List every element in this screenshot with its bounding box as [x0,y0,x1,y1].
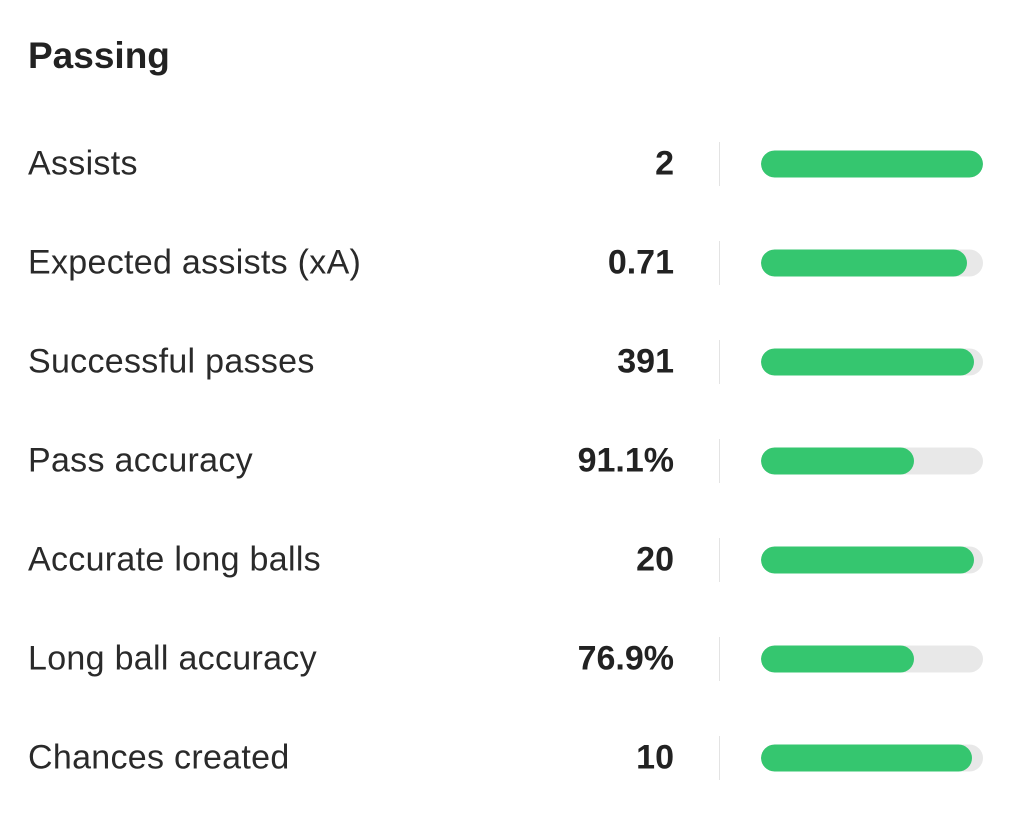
stat-label: Expected assists (xA) [28,243,362,281]
divider [719,735,720,780]
stat-bar-track [761,546,983,573]
divider [719,141,720,186]
stat-value: 10 [636,738,674,776]
stat-bar-fill [761,249,968,276]
divider [719,339,720,384]
stat-bar-track [761,150,983,177]
stat-label: Successful passes [28,342,315,380]
stat-row-assists[interactable]: Assists 2 [0,114,1024,213]
divider [719,438,720,483]
stat-row-long-ball-accuracy[interactable]: Long ball accuracy 76.9% [0,609,1024,708]
stat-bar-track [761,249,983,276]
stat-row-chances-created[interactable]: Chances created 10 [0,708,1024,807]
stat-row-accurate-long-balls[interactable]: Accurate long balls 20 [0,510,1024,609]
stat-value: 91.1% [577,441,674,479]
stat-label: Chances created [28,738,290,776]
stat-bar-fill [761,546,975,573]
stat-bar-track [761,447,983,474]
stat-value: 20 [636,540,674,578]
stat-row-pass-accuracy[interactable]: Pass accuracy 91.1% [0,411,1024,510]
stat-value: 2 [655,144,674,182]
stat-label: Long ball accuracy [28,639,317,677]
divider [719,537,720,582]
divider [719,636,720,681]
stat-label: Assists [28,144,138,182]
stat-value: 76.9% [577,639,674,677]
stat-bar-fill [761,744,972,771]
stat-bar-track [761,645,983,672]
divider [719,240,720,285]
section-title: Passing [28,35,170,76]
stat-value: 0.71 [607,243,674,281]
stat-row-expected-assists[interactable]: Expected assists (xA) 0.71 [0,213,1024,312]
stat-row-successful-passes[interactable]: Successful passes 391 [0,312,1024,411]
stat-value: 391 [617,342,674,380]
stat-bar-fill [761,348,975,375]
stat-bar-track [761,744,983,771]
stat-bar-fill [761,645,915,672]
stat-list: Assists 2 Expected assists (xA) 0.71 Suc… [0,114,1024,807]
stat-bar-fill [761,150,983,177]
stat-bar-track [761,348,983,375]
stat-bar-fill [761,447,915,474]
stat-label: Accurate long balls [28,540,321,578]
stat-label: Pass accuracy [28,441,253,479]
